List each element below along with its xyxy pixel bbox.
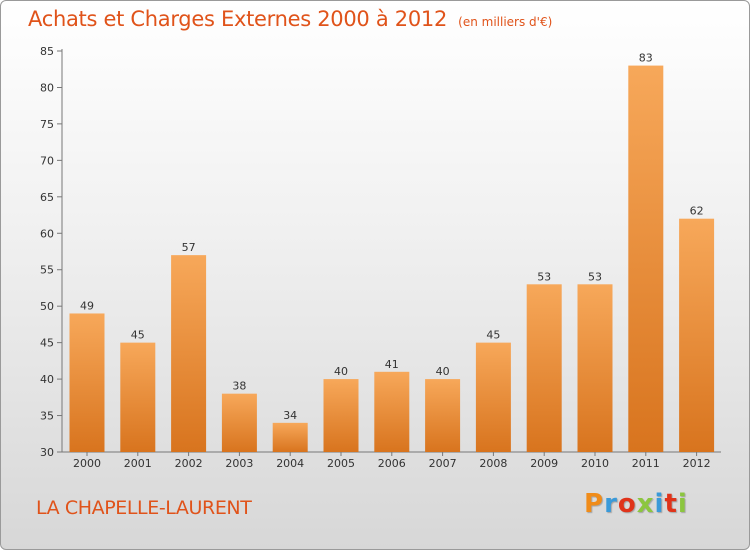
logo-letter: r bbox=[604, 489, 618, 519]
city-name: LA CHAPELLE-LAURENT bbox=[36, 497, 252, 519]
x-tick-label: 2005 bbox=[327, 457, 355, 470]
y-tick-label: 70 bbox=[40, 154, 54, 167]
bar bbox=[577, 284, 613, 452]
logo-letter: P bbox=[584, 489, 605, 519]
chart-title: Achats et Charges Externes 2000 à 2012 (… bbox=[28, 7, 552, 31]
proxiti-logo: Proxiti bbox=[584, 489, 688, 519]
bar bbox=[425, 379, 461, 452]
data-label: 83 bbox=[639, 52, 653, 65]
y-tick-label: 85 bbox=[40, 45, 54, 58]
data-label: 45 bbox=[131, 329, 145, 342]
logo-letter: x bbox=[636, 489, 655, 519]
x-tick-label: 2008 bbox=[479, 457, 507, 470]
data-label: 40 bbox=[436, 365, 450, 378]
data-label: 41 bbox=[385, 358, 399, 371]
bar bbox=[526, 284, 562, 452]
x-tick-label: 2002 bbox=[175, 457, 203, 470]
y-tick-label: 40 bbox=[40, 373, 54, 386]
bar bbox=[120, 342, 156, 452]
chart-title-unit: (en milliers d'€) bbox=[458, 15, 553, 29]
data-label: 57 bbox=[182, 241, 196, 254]
bar bbox=[272, 422, 308, 452]
logo-letter: i bbox=[677, 489, 688, 519]
y-tick-label: 45 bbox=[40, 337, 54, 350]
chart-title-main: Achats et Charges Externes 2000 à 2012 bbox=[28, 7, 448, 31]
x-tick-label: 2009 bbox=[530, 457, 558, 470]
data-label: 53 bbox=[537, 270, 551, 283]
y-tick-label: 30 bbox=[40, 446, 54, 459]
x-tick-label: 2004 bbox=[276, 457, 304, 470]
bar bbox=[475, 342, 511, 452]
logo-letter: o bbox=[617, 489, 637, 519]
data-label: 40 bbox=[334, 365, 348, 378]
data-label: 49 bbox=[80, 299, 94, 312]
data-label: 34 bbox=[283, 409, 297, 422]
bar bbox=[628, 65, 664, 452]
bar bbox=[374, 371, 410, 452]
data-label: 53 bbox=[588, 270, 602, 283]
bar bbox=[171, 255, 207, 452]
x-tick-label: 2012 bbox=[683, 457, 711, 470]
y-tick-label: 35 bbox=[40, 410, 54, 423]
bar bbox=[221, 393, 257, 452]
y-tick-label: 75 bbox=[40, 118, 54, 131]
logo-letter: i bbox=[654, 489, 665, 519]
x-tick-label: 2000 bbox=[73, 457, 101, 470]
x-tick-label: 2011 bbox=[632, 457, 660, 470]
x-tick-label: 2007 bbox=[429, 457, 457, 470]
x-tick-label: 2003 bbox=[225, 457, 253, 470]
data-label: 45 bbox=[486, 329, 500, 342]
y-tick-label: 65 bbox=[40, 191, 54, 204]
data-label: 62 bbox=[690, 205, 704, 218]
y-tick-label: 55 bbox=[40, 264, 54, 277]
x-tick-label: 2001 bbox=[124, 457, 152, 470]
y-tick-label: 60 bbox=[40, 227, 54, 240]
y-tick-label: 50 bbox=[40, 300, 54, 313]
y-tick-label: 80 bbox=[40, 81, 54, 94]
data-label: 38 bbox=[232, 380, 246, 393]
logo-letter: t bbox=[664, 489, 678, 519]
x-tick-label: 2006 bbox=[378, 457, 406, 470]
x-tick-label: 2010 bbox=[581, 457, 609, 470]
bar bbox=[679, 218, 715, 452]
bar bbox=[69, 313, 105, 452]
bar bbox=[323, 379, 359, 452]
